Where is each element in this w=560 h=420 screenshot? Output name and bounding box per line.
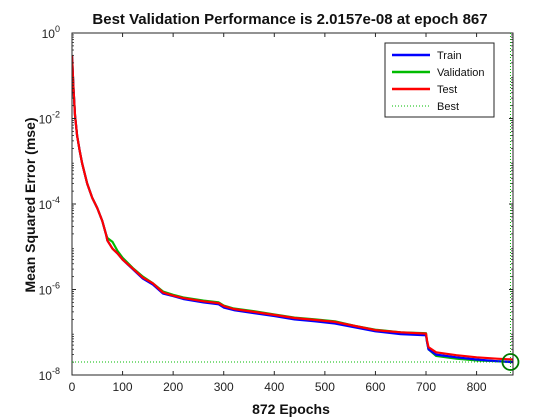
x-tick-label: 600 bbox=[365, 380, 385, 394]
y-tick-label: 100 bbox=[42, 24, 60, 41]
legend-label-test: Test bbox=[437, 84, 457, 96]
x-tick-label: 500 bbox=[315, 380, 335, 394]
x-tick-label: 0 bbox=[69, 380, 76, 394]
best-point-marker bbox=[501, 353, 520, 371]
y-tick-label: 10-4 bbox=[39, 195, 60, 212]
legend-label-best: Best bbox=[437, 101, 459, 113]
tick-layer: 0 100 200 300 400 500 600 700 800 100 10-2 10-4 10-6… bbox=[39, 24, 513, 394]
y-tick-label: 10-6 bbox=[39, 281, 60, 298]
x-tick-label: 700 bbox=[416, 380, 436, 394]
x-tick-label: 300 bbox=[214, 380, 234, 394]
y-tick-label: 10-2 bbox=[39, 110, 60, 127]
x-tick-label: 200 bbox=[163, 380, 183, 394]
y-tick-label: 10-8 bbox=[39, 366, 60, 383]
best-marker-layer bbox=[72, 33, 520, 375]
legend: Train Validation Test Best bbox=[384, 42, 495, 118]
legend-label-train: Train bbox=[437, 50, 462, 62]
x-axis-label: 872 Epochs bbox=[252, 401, 330, 417]
chart-title: Best Validation Performance is 2.0157e-0… bbox=[92, 11, 487, 28]
x-tick-label: 400 bbox=[264, 380, 284, 394]
x-tick-label: 100 bbox=[113, 380, 133, 394]
series-layer bbox=[72, 55, 513, 364]
series-test-line bbox=[72, 55, 513, 361]
y-axis-label: Mean Squared Error (mse) bbox=[22, 117, 38, 292]
x-tick-label: 800 bbox=[467, 380, 487, 394]
legend-label-validation: Validation bbox=[437, 67, 485, 79]
